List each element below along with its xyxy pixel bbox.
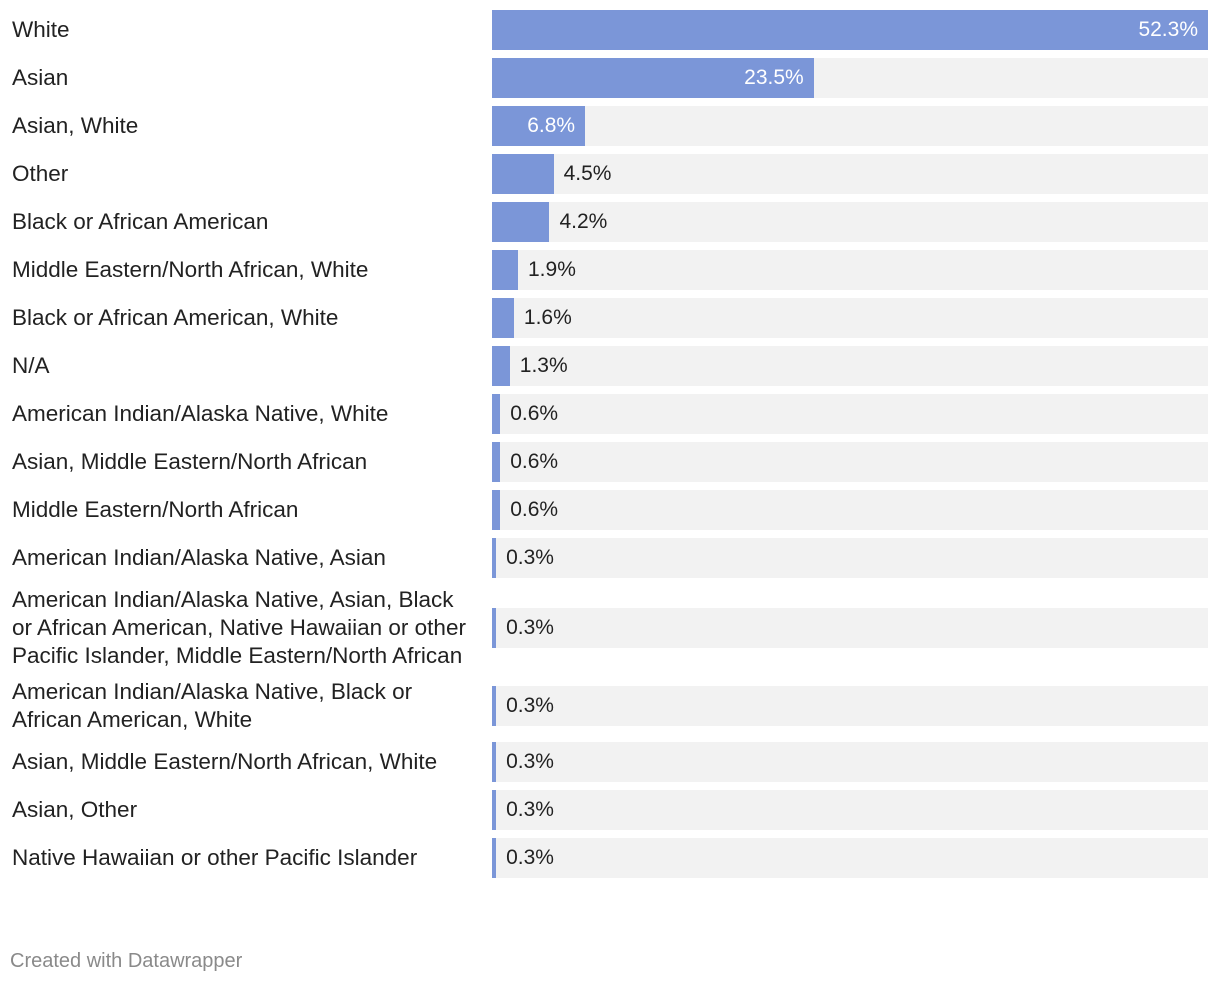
bar [492, 154, 554, 194]
bar-track: 0.3% [492, 742, 1208, 782]
value-label: 0.3% [506, 798, 554, 821]
category-label: N/A [12, 353, 50, 378]
bar-track: 4.2% [492, 202, 1208, 242]
value-label: 0.3% [506, 694, 554, 717]
category-label: American Indian/Alaska Native, White [12, 401, 389, 426]
bar-track: 0.6% [492, 490, 1208, 530]
category-label: White [12, 17, 70, 42]
bar-row: Black or African American 4.2% [0, 202, 1220, 242]
bar-row: Other 4.5% [0, 154, 1220, 194]
bar [492, 838, 497, 878]
value-label: 0.6% [510, 402, 559, 425]
bar-row: American Indian/Alaska Native, Black or … [0, 678, 1220, 734]
category-label: Asian, Middle Eastern/North African, Whi… [12, 749, 438, 774]
category-label: Black or African American [12, 209, 269, 234]
bar-row: Asian, White 6.8% [0, 106, 1220, 146]
value-label: 0.6% [510, 498, 559, 521]
bar-track: 1.6% [492, 298, 1208, 338]
category-label: Native Hawaiian or other Pacific Islande… [12, 845, 418, 870]
bar-row: Middle Eastern/North African, White 1.9% [0, 250, 1220, 290]
bar-track: 6.8% [492, 106, 1208, 146]
category-label: American Indian/Alaska Native, Asian, Bl… [12, 587, 466, 668]
bar-track: 4.5% [492, 154, 1208, 194]
bar-row: Asian, Other 0.3% [0, 790, 1220, 830]
bar-track: 0.6% [492, 394, 1208, 434]
value-label: 1.9% [528, 258, 576, 281]
bar [492, 58, 814, 98]
value-label: 6.8% [527, 114, 576, 137]
bar [492, 686, 497, 726]
bar-track: 0.3% [492, 538, 1208, 578]
bar [492, 790, 497, 830]
value-label: 0.3% [506, 846, 554, 869]
bar-row: White 52.3% [0, 10, 1220, 50]
category-label: Asian [12, 65, 69, 90]
bar [492, 10, 1208, 50]
category-label: Other [12, 161, 69, 186]
bar-row: American Indian/Alaska Native, Asian, Bl… [0, 586, 1220, 670]
category-label: Middle Eastern/North African, White [12, 257, 369, 282]
category-label: Black or African American, White [12, 305, 339, 330]
bar [492, 742, 497, 782]
chart-credit: Created with Datawrapper [10, 950, 243, 972]
bar-row: American Indian/Alaska Native, Asian 0.3% [0, 538, 1220, 578]
bar-track: 0.3% [492, 838, 1208, 878]
bar-row: Asian, Middle Eastern/North African, Whi… [0, 742, 1220, 782]
bar-track: 23.5% [492, 58, 1208, 98]
bar-track: 52.3% [492, 10, 1208, 50]
bar-row: American Indian/Alaska Native, White 0.6% [0, 394, 1220, 434]
value-label: 1.6% [523, 306, 572, 329]
bar [492, 250, 518, 290]
value-label: 0.3% [506, 546, 554, 569]
category-label: Middle Eastern/North African [12, 497, 299, 522]
category-label: American Indian/Alaska Native, Asian [12, 545, 386, 570]
category-label: Asian, White [12, 113, 139, 138]
bar-row: Native Hawaiian or other Pacific Islande… [0, 838, 1220, 878]
bar-track: 0.3% [492, 790, 1208, 830]
bar [492, 298, 514, 338]
category-label: Asian, Middle Eastern/North African [12, 449, 368, 474]
bar-track: 1.9% [492, 250, 1208, 290]
value-label: 1.3% [519, 354, 568, 377]
category-label: American Indian/Alaska Native, Black or … [12, 679, 413, 732]
bar [492, 394, 501, 434]
bar-track: 0.6% [492, 442, 1208, 482]
bar-track: 1.3% [492, 346, 1208, 386]
bar-row: Black or African American, White 1.6% [0, 298, 1220, 338]
bar [492, 608, 497, 648]
bar [492, 442, 501, 482]
value-label: 4.2% [559, 210, 608, 233]
bar-track: 0.3% [492, 608, 1208, 648]
bar [492, 538, 497, 578]
bar-row: Asian, Middle Eastern/North African 0.6% [0, 442, 1220, 482]
bar-row: Middle Eastern/North African 0.6% [0, 490, 1220, 530]
bar [492, 202, 550, 242]
bar-chart: White 52.3% Asian 23.5% Asian, White 6.8% Othe… [0, 10, 1220, 878]
bar [492, 490, 501, 530]
value-label: 23.5% [744, 66, 804, 89]
bar-row: N/A 1.3% [0, 346, 1220, 386]
value-label: 4.5% [563, 162, 612, 185]
bar [492, 346, 510, 386]
value-label: 0.6% [510, 450, 559, 473]
bar-track: 0.3% [492, 686, 1208, 726]
bar-row: Asian 23.5% [0, 58, 1220, 98]
value-label: 52.3% [1138, 18, 1198, 41]
value-label: 0.3% [506, 616, 554, 639]
value-label: 0.3% [506, 750, 554, 773]
bar [492, 106, 586, 146]
category-label: Asian, Other [12, 797, 138, 822]
